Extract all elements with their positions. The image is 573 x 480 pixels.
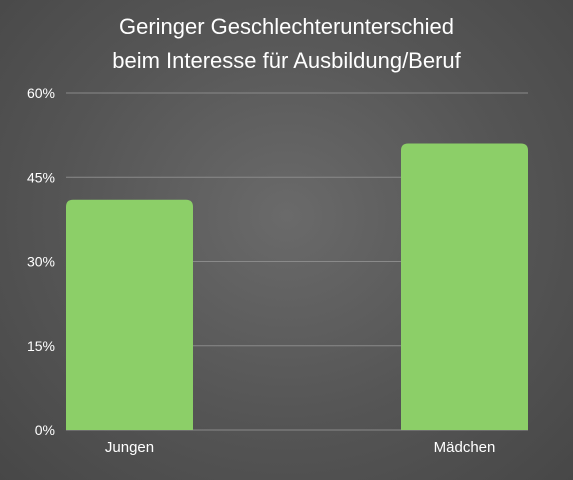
y-tick-label: 15%: [27, 338, 55, 354]
y-tick-label: 45%: [27, 169, 55, 185]
chart-title: Geringer Geschlechterunterschied beim In…: [0, 10, 573, 78]
x-axis: Jungen Mädchen: [105, 439, 495, 456]
x-tick-label: Mädchen: [434, 439, 496, 456]
bars: [66, 143, 528, 431]
y-tick-label: 30%: [27, 254, 55, 270]
y-axis: 0% 15% 30% 45% 60%: [27, 85, 55, 438]
x-tick-label: Jungen: [105, 439, 154, 456]
chart-title-line-1: Geringer Geschlechterunterschied: [118, 14, 455, 39]
chart-title-line-2: beim Interesse für Ausbildung/Beruf: [112, 48, 461, 73]
bar-mädchen: [401, 143, 528, 431]
y-tick-label: 60%: [27, 85, 55, 101]
y-tick-label: 0%: [35, 422, 55, 438]
bar-jungen: [66, 199, 193, 430]
